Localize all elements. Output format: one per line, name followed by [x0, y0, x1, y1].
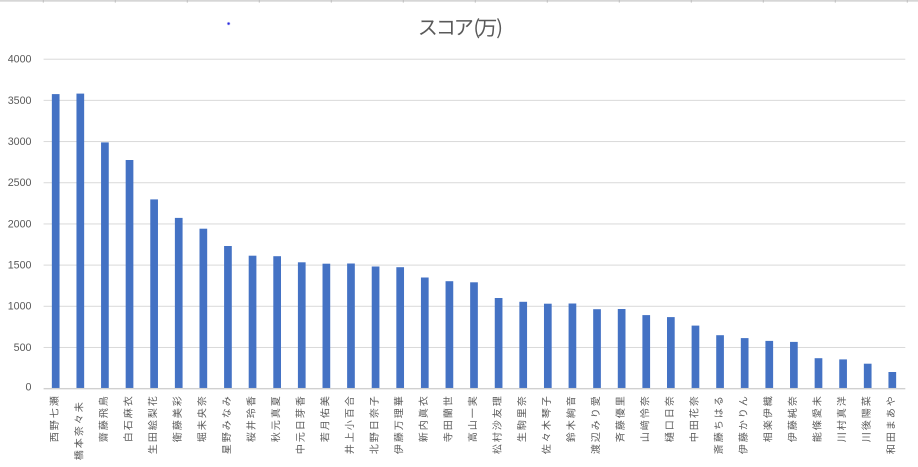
svg-text:1500: 1500: [8, 260, 32, 272]
svg-text:0: 0: [26, 382, 32, 394]
svg-text:3000: 3000: [8, 136, 32, 148]
svg-text:1000: 1000: [8, 301, 32, 313]
svg-text:2000: 2000: [8, 218, 32, 230]
svg-text:2500: 2500: [8, 177, 32, 189]
svg-text:3500: 3500: [8, 95, 32, 107]
svg-text:4000: 4000: [8, 54, 32, 66]
svg-text:500: 500: [14, 342, 32, 354]
